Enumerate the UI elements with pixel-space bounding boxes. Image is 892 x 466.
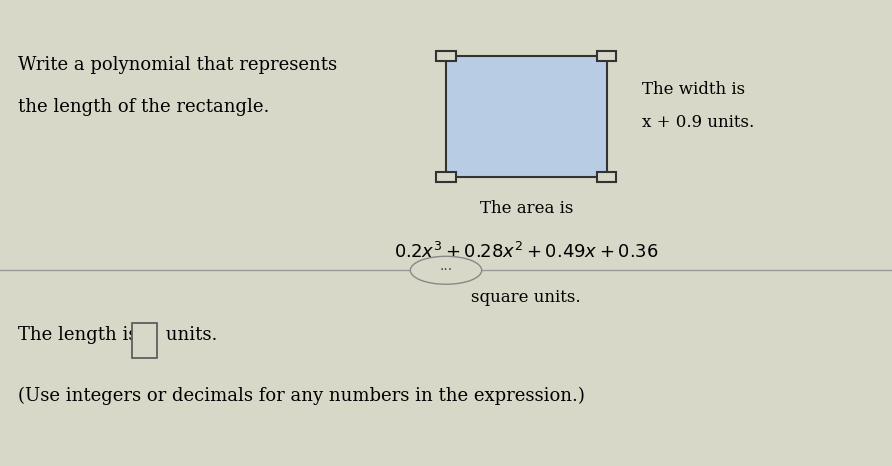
Text: $0.2x^3 + 0.28x^2 + 0.49x + 0.36$: $0.2x^3 + 0.28x^2 + 0.49x + 0.36$ [394, 242, 658, 262]
Text: units.: units. [160, 326, 217, 344]
Bar [436, 172, 456, 182]
Bar [132, 323, 157, 358]
Text: x + 0.9 units.: x + 0.9 units. [642, 114, 755, 131]
Ellipse shape [410, 256, 482, 284]
Bar [436, 51, 456, 61]
Text: (Use integers or decimals for any numbers in the expression.): (Use integers or decimals for any number… [18, 387, 585, 405]
Text: The area is: The area is [480, 200, 573, 217]
Text: square units.: square units. [472, 289, 581, 306]
Bar [597, 51, 616, 61]
Text: ···: ··· [440, 263, 452, 277]
Text: The width is: The width is [642, 82, 746, 98]
Text: The length is: The length is [18, 326, 137, 344]
Text: the length of the rectangle.: the length of the rectangle. [18, 98, 269, 116]
Bar [446, 56, 607, 177]
Bar [597, 172, 616, 182]
Text: Write a polynomial that represents: Write a polynomial that represents [18, 56, 337, 74]
